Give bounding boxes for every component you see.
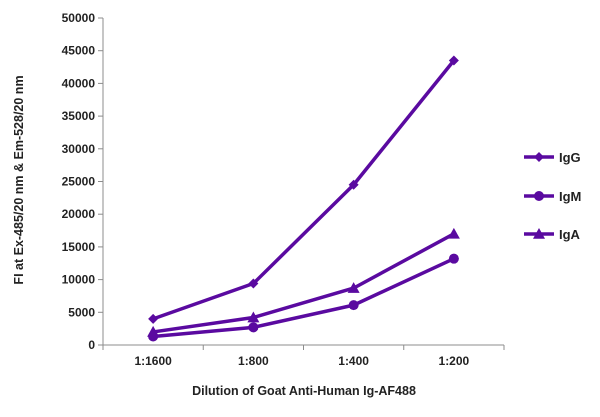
legend-label-igm: IgM bbox=[559, 189, 581, 204]
y-tick-label: 45000 bbox=[62, 44, 96, 58]
data-point-igg bbox=[348, 179, 359, 190]
y-tick-label: 15000 bbox=[62, 240, 96, 254]
y-tick-label: 25000 bbox=[62, 175, 96, 189]
y-tick-label: 0 bbox=[88, 338, 95, 352]
series-igm bbox=[148, 253, 459, 342]
legend-item-igg: IgG bbox=[524, 150, 581, 165]
series-line-igm bbox=[152, 257, 455, 339]
y-tick-label: 5000 bbox=[68, 305, 95, 319]
legend: IgG IgM IgA bbox=[524, 150, 581, 242]
x-tick-label: 1:800 bbox=[238, 354, 269, 368]
legend-marker-igg bbox=[534, 152, 544, 162]
data-point-iga bbox=[147, 325, 160, 337]
y-tick-label: 40000 bbox=[62, 76, 96, 90]
data-point-igm bbox=[448, 253, 459, 264]
x-axis-title: Dilution of Goat Anti-Human Ig-AF488 bbox=[192, 384, 416, 398]
legend-item-iga: IgA bbox=[524, 227, 581, 242]
legend-marker-igm bbox=[534, 191, 544, 201]
legend-item-igm: IgM bbox=[524, 189, 581, 204]
y-axis-title: FI at Ex-485/20 nm & Em-528/20 nm bbox=[12, 75, 26, 284]
y-tick-labels: 0 5000 10000 15000 20000 25000 30000 35000 40000… bbox=[62, 11, 96, 352]
data-point-igg bbox=[148, 313, 159, 324]
y-tick-label: 20000 bbox=[62, 207, 96, 221]
y-tick-label: 10000 bbox=[62, 273, 96, 287]
x-tick-label: 1:200 bbox=[439, 354, 470, 368]
series-iga bbox=[147, 227, 460, 337]
data-point-igg bbox=[248, 278, 259, 289]
x-tick-label: 1:1600 bbox=[134, 354, 172, 368]
series-line-igg bbox=[152, 59, 456, 321]
y-tick-label: 50000 bbox=[62, 11, 96, 25]
series-line-iga bbox=[152, 232, 455, 334]
data-point-igm bbox=[348, 300, 359, 311]
x-tick-labels: 1:1600 1:800 1:400 1:200 bbox=[134, 354, 469, 368]
data-point-iga bbox=[447, 227, 460, 239]
data-point-iga bbox=[247, 311, 260, 323]
data-point-igm bbox=[248, 322, 259, 333]
data-point-igg bbox=[448, 55, 459, 66]
y-tick-label: 35000 bbox=[62, 109, 96, 123]
axes bbox=[98, 17, 505, 350]
legend-label-igg: IgG bbox=[559, 150, 581, 165]
legend-label-iga: IgA bbox=[559, 227, 581, 242]
series-lines bbox=[147, 55, 460, 342]
legend-marker-iga bbox=[533, 228, 545, 239]
series-igg bbox=[148, 55, 459, 324]
data-point-iga bbox=[347, 282, 360, 293]
x-tick-label: 1:400 bbox=[338, 354, 369, 368]
y-tick-label: 30000 bbox=[62, 142, 96, 156]
